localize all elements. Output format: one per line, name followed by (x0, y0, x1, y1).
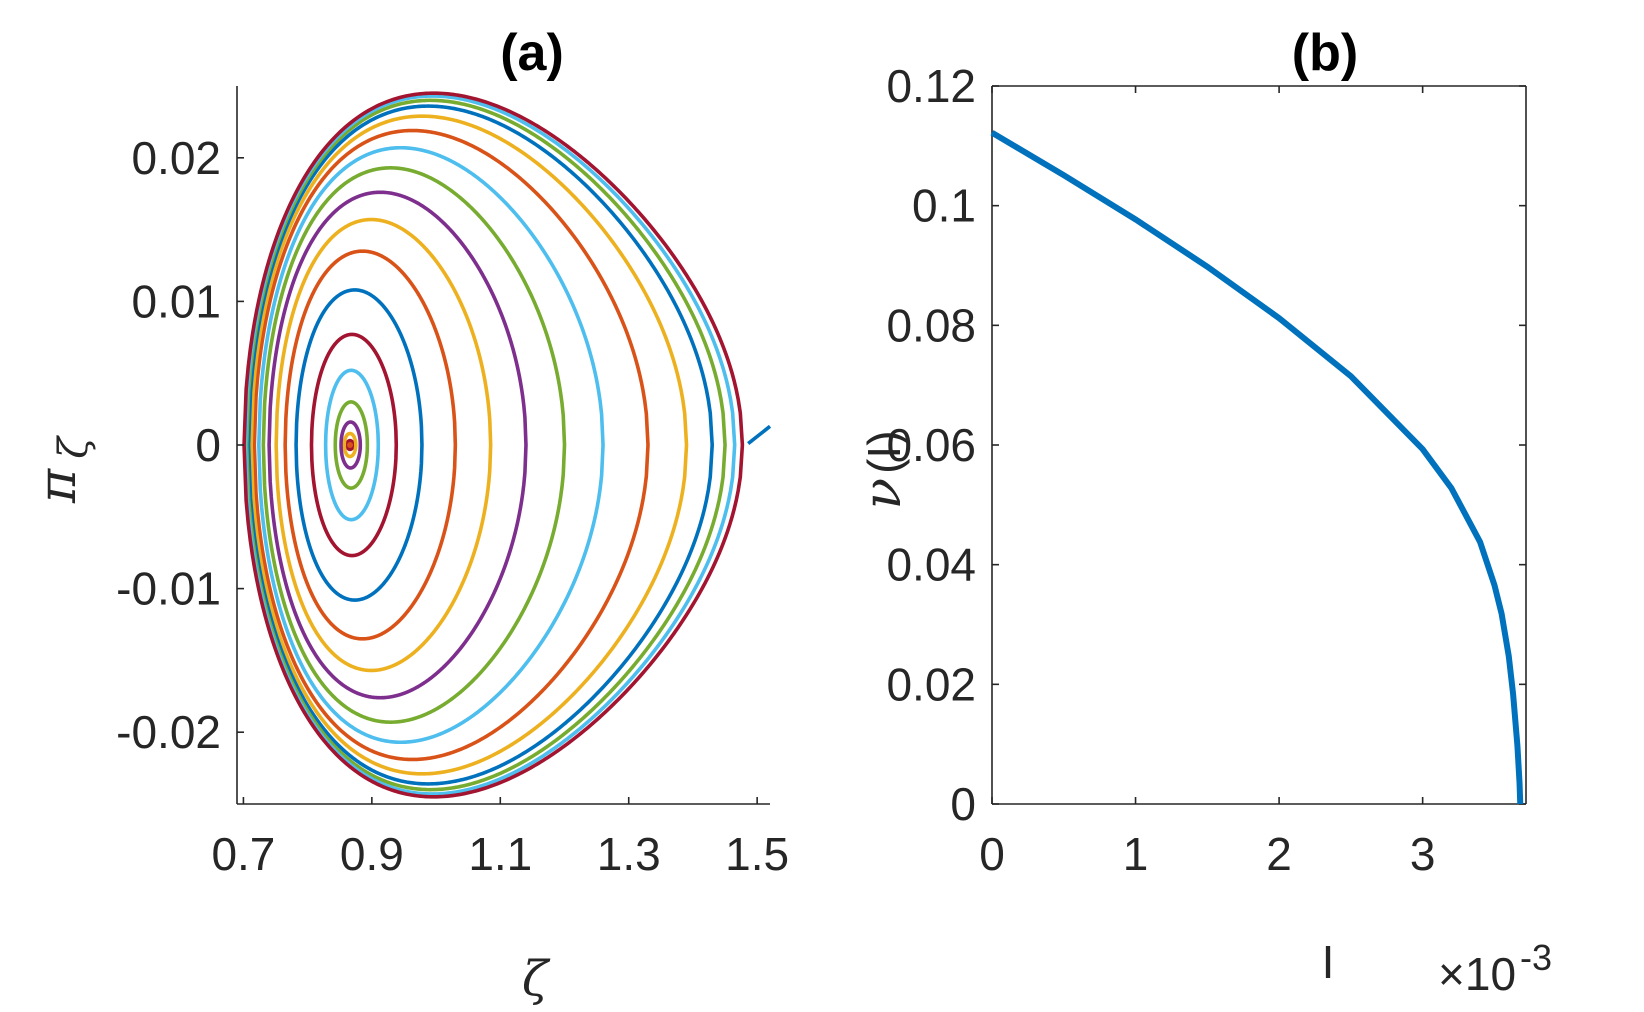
phase-portrait-panel: (a) 0.7 0.9 1.1 1.3 1.5 -0.02 -0.01 0 0.01 0.02 ζ… (28, 24, 789, 1007)
panel-b-y-label-arg: (I) (858, 430, 910, 473)
panel-b-x-tick-label: 1 (1123, 828, 1149, 880)
panel-b-y-tick-label: 0.04 (886, 539, 976, 591)
panel-a-y-label-subscript: ζ (51, 435, 97, 459)
panel-a-y-label: π ζ (28, 435, 97, 504)
panel-a-y-tick-label: 0.01 (131, 275, 221, 327)
panel-b-y-tick-label: 0.02 (886, 658, 976, 710)
panel-a-axes: 0.7 0.9 1.1 1.3 1.5 -0.02 -0.01 0 0.01 0.02 (116, 86, 789, 880)
panel-a-x-tick-label: 1.5 (725, 828, 789, 880)
orbit-line (294, 288, 424, 602)
svg-text:ν (I): ν (I) (853, 430, 913, 509)
orbit-line (257, 145, 605, 745)
panel-b-y-tick-label: 0.06 (886, 419, 976, 471)
panel-b-y-label: ν (I) (853, 430, 913, 509)
panel-b-y-tick-label: 0.08 (886, 299, 976, 351)
panel-a-y-tick-label: -0.02 (116, 706, 221, 758)
panel-a-x-tick-label: 1.3 (597, 828, 661, 880)
panel-b-x-label: I (1322, 936, 1335, 988)
orbit-line (243, 94, 737, 796)
frequency-curve (990, 130, 1524, 805)
orbit-line (333, 400, 370, 490)
panel-b-axes: 0 1 2 3 0 0.02 0.04 0.06 0.08 0.1 0.12 (886, 60, 1527, 880)
panel-b-y-label-symbol: ν (853, 478, 913, 510)
orbit-line (267, 190, 528, 700)
panel-b-y-tick-label: 0.12 (886, 60, 976, 112)
orbit-line (342, 431, 358, 459)
orbit-line (283, 249, 458, 641)
orbit-line (261, 166, 567, 724)
svg-text:×10 -3: ×10 -3 (1438, 937, 1552, 1000)
panel-a-title: (a) (500, 24, 564, 82)
panel-b-title: (b) (1292, 24, 1358, 82)
phase-orbits (242, 91, 745, 799)
multiplier-exponent: -3 (1520, 937, 1552, 978)
orbit-line (274, 217, 493, 673)
orbit-line (309, 332, 399, 558)
panel-b-y-tick-label: 0.1 (912, 180, 976, 232)
panel-a-y-tick-label: 0 (195, 419, 221, 471)
escaping-branch (747, 424, 772, 445)
panel-b-x-multiplier: ×10 -3 (1438, 937, 1552, 1000)
orbit-line (345, 438, 356, 452)
panel-a-y-tick-label: 0.02 (131, 132, 221, 184)
orbit-line (323, 368, 381, 522)
orbit-line (339, 420, 363, 470)
orbit-line (249, 114, 689, 776)
panel-b-y-tick-label: 0 (950, 778, 976, 830)
panel-b-x-tick-label: 0 (979, 828, 1005, 880)
panel-b-x-tick-label: 3 (1410, 828, 1436, 880)
panel-a-x-tick-label: 0.7 (211, 828, 275, 880)
panel-b-x-tick-label: 2 (1266, 828, 1292, 880)
orbit-line (242, 91, 745, 799)
frequency-panel: (b) 0 1 2 3 0 0.02 0.04 0.06 0.08 0.1 0.12 I ×10 -… (853, 24, 1552, 1000)
orbit-line (252, 128, 650, 762)
orbit-line (244, 98, 727, 792)
panel-a-x-tick-label: 1.1 (468, 828, 532, 880)
panel-a-y-tick-label: -0.01 (116, 563, 221, 615)
panel-a-y-label-symbol: π (28, 468, 88, 504)
panel-a-x-tick-label: 0.9 (340, 828, 404, 880)
center-point (347, 442, 354, 448)
svg-text:π ζ: π ζ (28, 435, 97, 504)
multiplier-base: ×10 (1438, 948, 1516, 1000)
orbit-line (246, 104, 715, 786)
panel-a-x-label: ζ (522, 951, 551, 1007)
